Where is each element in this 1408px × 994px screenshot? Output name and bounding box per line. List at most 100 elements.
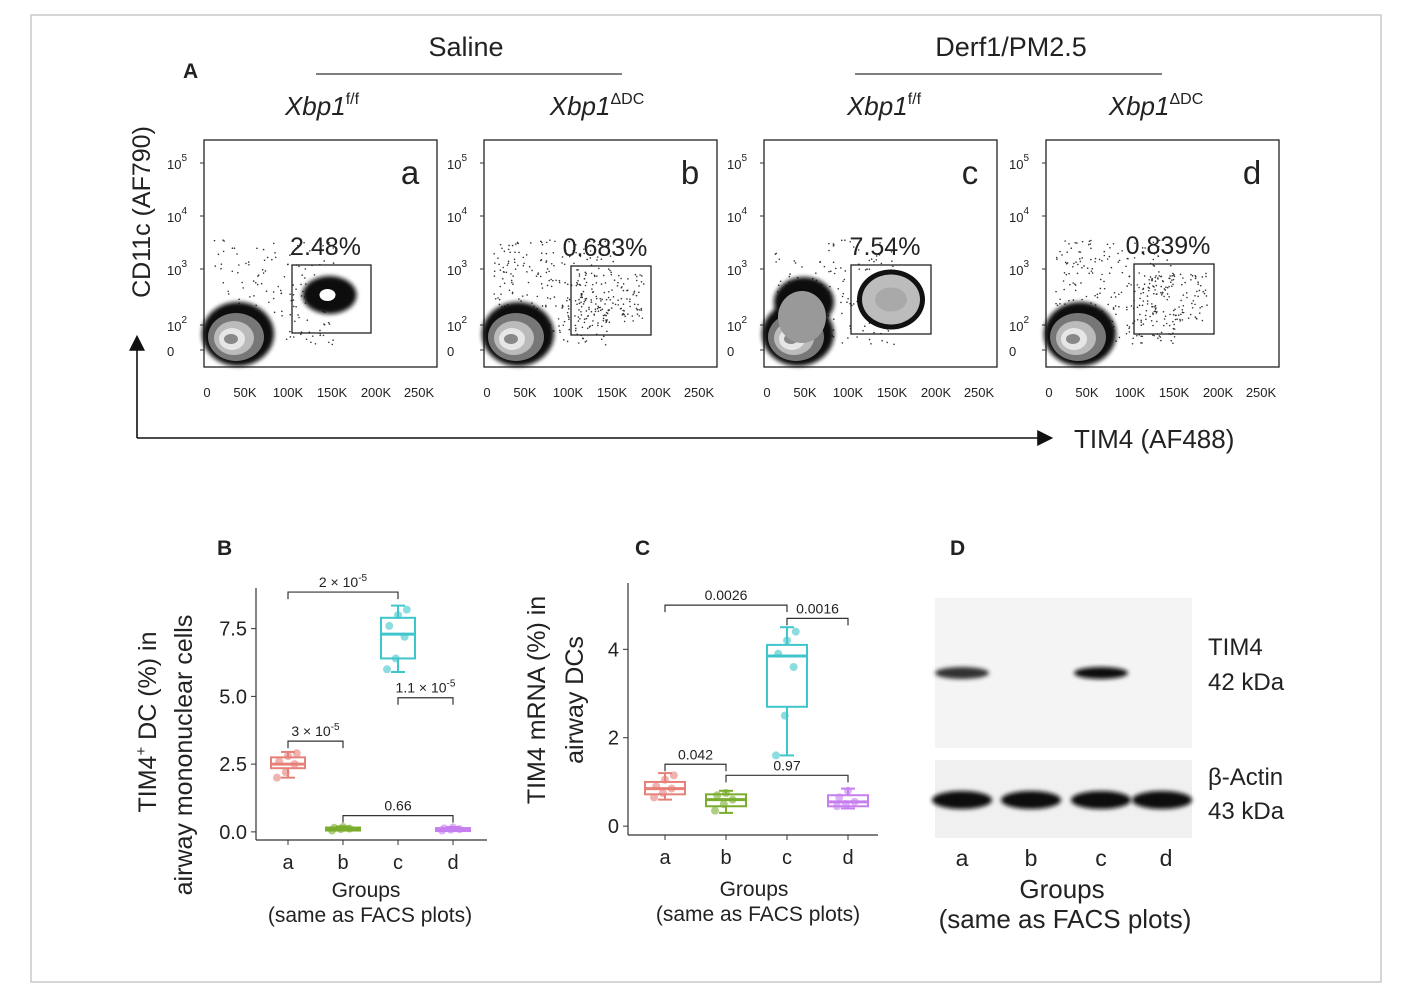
box-data-point <box>290 760 299 769</box>
panel-d-label: D <box>950 537 965 560</box>
facs-gated-event-dot <box>580 293 583 296</box>
facs-event-dot <box>562 324 565 327</box>
band-label-tim4: TIM4 <box>1208 634 1263 661</box>
facs-event-dot <box>292 336 295 338</box>
facs-y-tick-exponent: 4 <box>461 206 467 217</box>
facs-event-dot <box>574 329 577 332</box>
box-x-tick-label: c <box>782 847 792 869</box>
facs-event-dot <box>1113 291 1116 294</box>
facs-event-dot <box>568 316 570 319</box>
facs-event-dot <box>561 304 564 307</box>
facs-event-dot <box>576 283 579 286</box>
facs-event-dot <box>585 317 588 320</box>
facs-event-dot <box>266 256 269 259</box>
facs-event-dot <box>513 258 516 261</box>
facs-gated-event-dot <box>580 305 583 308</box>
facs-event-dot <box>322 244 324 247</box>
facs-event-dot <box>586 258 588 261</box>
facs-x-tick: 50K <box>233 385 256 400</box>
facs-event-dot <box>559 331 561 334</box>
facs-event-dot <box>510 273 512 275</box>
facs-gated-event-dot <box>635 294 638 297</box>
facs-x-tick: 250K <box>684 385 715 400</box>
facs-event-dot <box>1145 318 1147 321</box>
facs-plot-letter: b <box>681 154 699 191</box>
facs-event-dot <box>612 296 615 298</box>
facs-event-dot <box>227 293 230 295</box>
facs-event-dot <box>864 269 867 271</box>
panel-d-x-axis-label-line2: (same as FACS plots) <box>939 904 1192 934</box>
facs-event-dot <box>285 338 288 341</box>
facs-event-dot <box>287 263 289 266</box>
facs-event-dot <box>1145 309 1148 312</box>
facs-event-dot <box>1056 304 1059 307</box>
box-data-point <box>345 824 354 833</box>
facs-gated-event-dot <box>1181 311 1184 314</box>
facs-event-dot <box>843 278 846 281</box>
facs-gated-event-dot <box>596 275 598 277</box>
facs-event-dot <box>511 281 513 284</box>
facs-gate <box>1133 263 1215 335</box>
facs-gated-event-dot <box>1194 277 1197 280</box>
facs-event-dot <box>516 264 519 267</box>
facs-y-tick-exponent: 2 <box>181 315 187 326</box>
box-data-point <box>772 751 780 760</box>
facs-event-dot <box>331 343 334 346</box>
facs-event-dot <box>1152 324 1154 327</box>
facs-event-dot <box>597 310 600 313</box>
facs-event-dot <box>892 265 894 268</box>
facs-event-dot <box>599 297 602 300</box>
facs-event-dot <box>610 307 613 309</box>
facs-event-dot <box>578 273 581 275</box>
facs-event-dot <box>566 299 568 302</box>
facs-event-dot <box>584 271 587 274</box>
facs-event-dot <box>281 310 283 313</box>
facs-gate-percentage: 0.839% <box>1126 232 1211 260</box>
facs-event-dot <box>1096 296 1099 299</box>
box-data-point <box>400 632 409 641</box>
facs-event-dot <box>868 268 871 270</box>
facs-x-tick: 200K <box>641 385 672 400</box>
box-data-point <box>658 789 667 797</box>
facs-gated-event-dot <box>641 275 643 277</box>
facs-gated-event-dot <box>592 290 595 293</box>
facs-event-dot <box>558 329 561 332</box>
facs-event-dot <box>584 298 586 300</box>
facs-event-dot <box>1130 284 1132 286</box>
facs-event-dot <box>566 297 569 299</box>
facs-y-tick-exponent: 4 <box>181 206 187 217</box>
facs-gated-event-dot <box>1201 276 1204 278</box>
facs-gated-event-dot <box>585 297 588 300</box>
genotype-name: Xbp1 <box>284 91 346 121</box>
facs-gated-event-dot <box>626 289 629 291</box>
facs-gated-event-dot <box>1197 283 1200 285</box>
facs-event-dot <box>1163 324 1165 327</box>
facs-event-dot <box>1069 283 1071 286</box>
facs-event-dot <box>1121 249 1123 252</box>
facs-gated-event-dot <box>631 315 634 317</box>
genotype-label-a: Xbp1f/f <box>284 91 360 121</box>
box-data-point <box>833 802 841 811</box>
facs-event-dot <box>801 266 803 268</box>
facs-event-dot <box>612 260 615 263</box>
facs-event-dot <box>1157 255 1159 257</box>
facs-event-dot <box>590 301 593 303</box>
facs-event-dot <box>304 283 307 285</box>
facs-gated-event-dot <box>1194 303 1196 306</box>
facs-event-dot <box>550 285 553 288</box>
facs-event-dot <box>1140 292 1142 295</box>
box-data-point <box>789 663 798 671</box>
facs-gated-event-dot <box>1182 311 1185 314</box>
facs-event-dot <box>545 241 548 244</box>
facs-event-dot <box>568 318 570 321</box>
facs-event-dot <box>526 294 528 296</box>
facs-gated-event-dot <box>1175 314 1177 317</box>
facs-event-dot <box>531 269 533 272</box>
facs-event-dot <box>598 251 601 253</box>
facs-event-dot <box>509 251 512 254</box>
facs-event-dot <box>1068 243 1070 245</box>
box-y-tick-label: 7.5 <box>219 619 247 641</box>
bracket-p-value: 1.1 × 10-5 <box>396 679 456 696</box>
facs-event-dot <box>873 331 875 334</box>
facs-gated-event-dot <box>1142 287 1145 290</box>
